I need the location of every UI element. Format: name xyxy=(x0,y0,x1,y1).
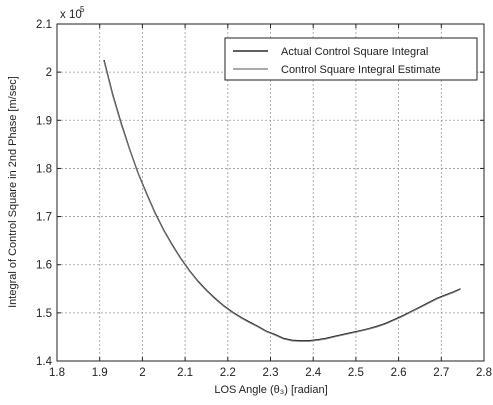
x-tick-label: 2 xyxy=(139,367,145,379)
x-tick-label: 1.8 xyxy=(49,367,65,379)
y-tick-label: 1.7 xyxy=(36,212,52,224)
x-tick-label: 2.6 xyxy=(391,367,407,379)
x-axis-label: LOS Angle (θ₃) [radian] xyxy=(214,384,327,396)
x-tick-label: 2.7 xyxy=(433,367,449,379)
legend: Actual Control Square Integral Control S… xyxy=(224,37,478,81)
series-line-actual xyxy=(103,59,461,342)
x-tick-label: 2.1 xyxy=(177,367,193,379)
legend-label-actual: Actual Control Square Integral xyxy=(281,46,428,58)
legend-box xyxy=(224,37,478,81)
y-exponent-label: x 10 xyxy=(60,9,82,21)
y-tick-label: 1.9 xyxy=(36,115,52,127)
x-tick-label: 2.3 xyxy=(263,367,279,379)
legend-label-estimate: Control Square Integral Estimate xyxy=(281,64,441,76)
y-tick-label: 2 xyxy=(46,67,52,79)
x-tick-label: 2.4 xyxy=(305,367,322,379)
axis-ticks: 1.8 1.9 2 2.1 2.2 2.3 2.4 2.5 2.6 2.7 2.8 1.4 1.5 1.6… xyxy=(36,19,492,379)
x-tick-label: 2.5 xyxy=(348,367,364,379)
y-tick-label: 1.8 xyxy=(36,163,52,175)
x-tick-label: 2.8 xyxy=(476,367,492,379)
y-axis-label: Integral of Control Square in 2nd Phase … xyxy=(7,76,19,308)
y-tick-label: 1.5 xyxy=(36,308,52,320)
plot-lines xyxy=(103,59,461,342)
x-tick-label: 1.9 xyxy=(92,367,108,379)
y-tick-label: 2.1 xyxy=(36,19,52,31)
y-exponent: x 10 5 xyxy=(60,5,85,21)
x-tick-label: 2.2 xyxy=(220,367,236,379)
y-tick-label: 1.4 xyxy=(36,356,53,368)
y-tick-label: 1.6 xyxy=(36,260,52,272)
series-line-estimate xyxy=(103,60,461,342)
y-exponent-power: 5 xyxy=(80,5,85,14)
